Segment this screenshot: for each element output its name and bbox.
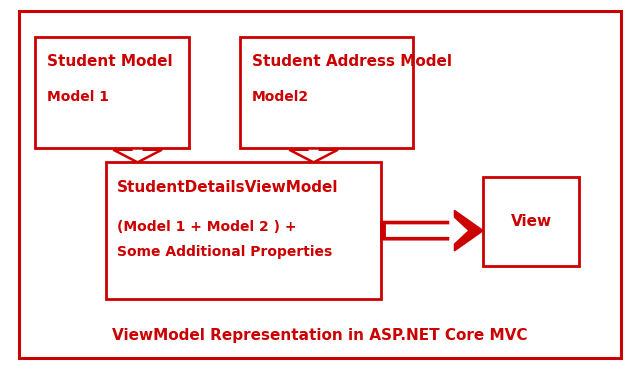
- Text: Student Model: Student Model: [47, 54, 172, 69]
- Text: StudentDetailsViewModel: StudentDetailsViewModel: [117, 180, 339, 195]
- Polygon shape: [381, 210, 483, 251]
- Text: View: View: [511, 214, 552, 229]
- FancyBboxPatch shape: [35, 37, 189, 148]
- Text: Some Additional Properties: Some Additional Properties: [117, 245, 332, 259]
- Text: Student Address Model: Student Address Model: [252, 54, 452, 69]
- Polygon shape: [113, 150, 162, 162]
- FancyBboxPatch shape: [19, 11, 621, 358]
- FancyBboxPatch shape: [240, 37, 413, 148]
- FancyBboxPatch shape: [483, 177, 579, 266]
- Text: Model2: Model2: [252, 90, 308, 104]
- Text: ViewModel Representation in ASP.NET Core MVC: ViewModel Representation in ASP.NET Core…: [112, 328, 528, 343]
- Polygon shape: [132, 150, 143, 159]
- Polygon shape: [289, 150, 338, 162]
- Text: (Model 1 + Model 2 ) +: (Model 1 + Model 2 ) +: [117, 220, 296, 234]
- Text: Model 1: Model 1: [47, 90, 109, 104]
- FancyBboxPatch shape: [106, 162, 381, 299]
- Polygon shape: [386, 213, 468, 248]
- Polygon shape: [308, 150, 319, 159]
